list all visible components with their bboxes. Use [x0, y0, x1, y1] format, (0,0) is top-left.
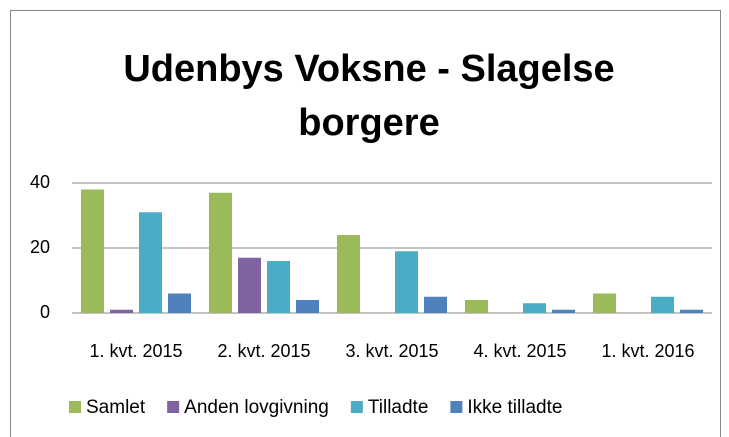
bar	[395, 251, 418, 313]
y-tick-label: 40	[30, 172, 50, 192]
legend-swatch	[69, 401, 81, 413]
x-tick-label: 4. kvt. 2015	[473, 341, 566, 361]
legend-swatch	[450, 401, 463, 413]
x-tick-label: 3. kvt. 2015	[345, 341, 438, 361]
bar	[337, 235, 360, 313]
chart-title: Udenbys Voksne - Slagelse borgere	[123, 48, 615, 144]
bar	[267, 261, 290, 313]
bar	[296, 300, 319, 313]
legend-label: Samlet	[86, 397, 146, 418]
x-tick-label: 2. kvt. 2015	[217, 341, 310, 361]
bar	[110, 309, 133, 313]
bar	[680, 309, 703, 313]
legend-swatch	[350, 401, 363, 413]
legend-swatch	[167, 401, 180, 413]
chart-border	[10, 10, 721, 437]
y-tick-label: 0	[40, 302, 50, 322]
bar	[424, 296, 447, 313]
legend-label: Tilladte	[368, 397, 429, 418]
bar	[552, 309, 575, 313]
bar	[593, 293, 616, 313]
bar	[465, 300, 488, 313]
x-tick-label: 1. kvt. 2016	[601, 341, 694, 361]
legend-label: Anden lovgivning	[184, 397, 329, 418]
bar	[209, 192, 232, 313]
bar	[139, 212, 162, 313]
legend-label: Ikke tilladte	[467, 397, 562, 418]
x-tick-label: 1. kvt. 2015	[89, 341, 182, 361]
bar	[523, 303, 546, 313]
bar	[81, 189, 104, 313]
bar	[651, 296, 674, 313]
bar	[168, 293, 191, 313]
y-tick-label: 20	[30, 237, 50, 257]
bar	[238, 257, 261, 313]
